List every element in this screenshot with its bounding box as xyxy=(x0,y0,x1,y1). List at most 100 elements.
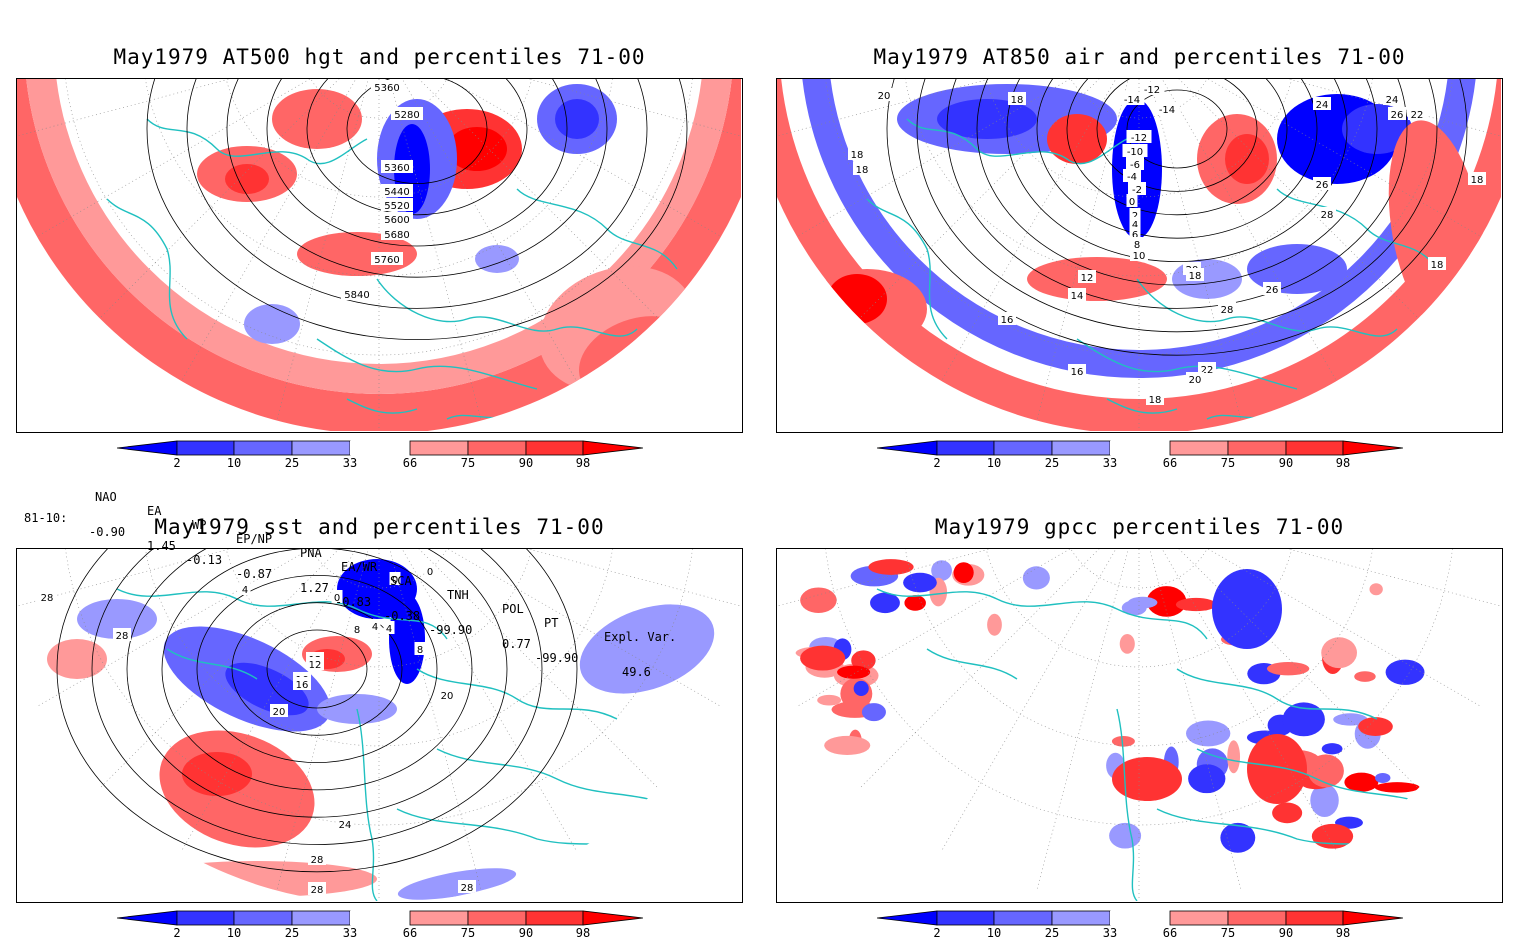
contour-label: 5600 xyxy=(384,215,409,226)
colorbar-label: 75 xyxy=(460,926,476,940)
percentile-shade xyxy=(225,662,309,716)
map-disk xyxy=(777,549,1501,901)
precip-shade xyxy=(1374,782,1420,793)
coastline xyxy=(146,118,368,165)
coastline xyxy=(1116,708,1138,901)
contour-label: -6 xyxy=(1130,160,1140,171)
contour-label-box xyxy=(391,107,423,120)
precip-shade xyxy=(1369,583,1383,596)
contour-label-box xyxy=(1408,107,1426,120)
colorbar-swatch xyxy=(582,910,644,926)
colorbar-label: 2 xyxy=(933,926,941,940)
precip-shade xyxy=(1354,671,1376,682)
contour-line xyxy=(186,79,648,309)
map-disk xyxy=(17,79,741,431)
contour-label: 26 xyxy=(1316,180,1329,191)
percentile-shade xyxy=(827,274,887,324)
contour-label-box xyxy=(369,619,381,632)
precip-shade xyxy=(1311,823,1354,849)
contour-label: 0 xyxy=(1129,197,1135,208)
coastline xyxy=(516,188,678,270)
index-name: PNA xyxy=(300,546,322,560)
latitude-circle xyxy=(980,79,1298,198)
contour-label: 28 xyxy=(311,855,324,866)
percentile-shade xyxy=(47,639,107,679)
contour-label: 28 xyxy=(1321,210,1334,221)
precip-shade xyxy=(1146,586,1187,617)
precip-shade xyxy=(1022,566,1050,590)
contour-label-box xyxy=(341,287,373,300)
percentile-shade xyxy=(244,304,300,344)
colorbar-swatch xyxy=(993,910,1053,926)
index-value: -0.83 xyxy=(335,595,372,609)
contour-label-box xyxy=(424,564,436,577)
colorbar-swatch xyxy=(291,910,351,926)
precip-shade xyxy=(824,735,871,756)
precip-shade xyxy=(853,680,869,696)
map-layer xyxy=(777,549,1501,901)
colorbar-label: 90 xyxy=(518,926,534,940)
contour-label: 5360 xyxy=(374,83,399,94)
colorbar-swatch xyxy=(350,911,410,925)
percentile-shade xyxy=(77,599,157,639)
colorbar-label: 66 xyxy=(402,456,418,470)
contour-label: 5280 xyxy=(394,110,419,121)
colorbar-swatch xyxy=(116,440,178,456)
colorbar-labels-top-right: 2 10 25 33 66 75 90 98 xyxy=(877,456,1403,470)
precip-shade xyxy=(1375,772,1391,783)
colorbar-label: 10 xyxy=(226,456,242,470)
contour-label-box xyxy=(1129,208,1141,221)
panel-title-sst: May1979 sst and percentiles 71-00 xyxy=(154,515,605,539)
map-layer: -12-14-14-12-10-6-4-20246810121416181820… xyxy=(777,79,1501,431)
index-name: PT xyxy=(544,616,559,630)
contour-label: 18 xyxy=(1471,175,1484,186)
contour-label: 5520 xyxy=(384,201,409,212)
index-value: 0.77 xyxy=(502,637,531,651)
contour-label-box xyxy=(1068,288,1086,301)
precip-shade xyxy=(1111,736,1135,747)
precip-shade xyxy=(903,572,937,593)
colorbar-swatch xyxy=(409,910,469,926)
percentile-shade xyxy=(272,89,362,149)
contour-line xyxy=(346,79,488,184)
contour-label: 24 xyxy=(339,820,352,831)
contour-label: -14 xyxy=(1159,105,1175,116)
contour-label-box xyxy=(1123,169,1141,182)
contour-label-box xyxy=(38,590,56,603)
contour-label: 5760 xyxy=(374,255,399,266)
index-value: -0.13 xyxy=(186,553,223,567)
contour-label: 16 xyxy=(1071,367,1084,378)
contour-label: 28 xyxy=(116,631,129,642)
precip-shade xyxy=(953,562,974,584)
percentile-shade xyxy=(937,99,1037,139)
percentile-shade xyxy=(475,245,519,273)
colorbar-label: 98 xyxy=(575,926,591,940)
contour-label-box xyxy=(1428,257,1446,270)
contour-label-box xyxy=(1186,372,1204,385)
contour-label: 28 xyxy=(41,593,54,604)
coastline xyxy=(1276,188,1438,270)
colorbar-swatch xyxy=(1110,441,1170,455)
contour-label-box xyxy=(331,590,343,603)
coastline xyxy=(866,198,948,340)
contour-label: 28 xyxy=(311,885,324,896)
contour-label-box xyxy=(1198,362,1216,375)
colorbar-label: 98 xyxy=(575,456,591,470)
precip-shade xyxy=(1358,717,1393,737)
contour-label: 18 xyxy=(1011,95,1024,106)
map-disk xyxy=(17,549,741,901)
precip-shade xyxy=(837,665,871,679)
contour-label: 0 xyxy=(392,575,398,586)
colorbar-label: 33 xyxy=(1102,926,1118,940)
colorbar-swatch xyxy=(876,440,938,456)
contour-label-box xyxy=(270,704,288,717)
contour-label: 18 xyxy=(1149,395,1162,406)
contour-line xyxy=(1036,79,1318,239)
contour-label: 28 xyxy=(461,883,474,894)
map-disk xyxy=(777,79,1501,431)
contour-label: 8 xyxy=(1134,240,1140,251)
percentile-shade xyxy=(1247,244,1347,294)
colorbar-swatch xyxy=(176,910,235,926)
index-value: 1.27 xyxy=(300,581,329,595)
precip-shade xyxy=(1321,743,1343,755)
